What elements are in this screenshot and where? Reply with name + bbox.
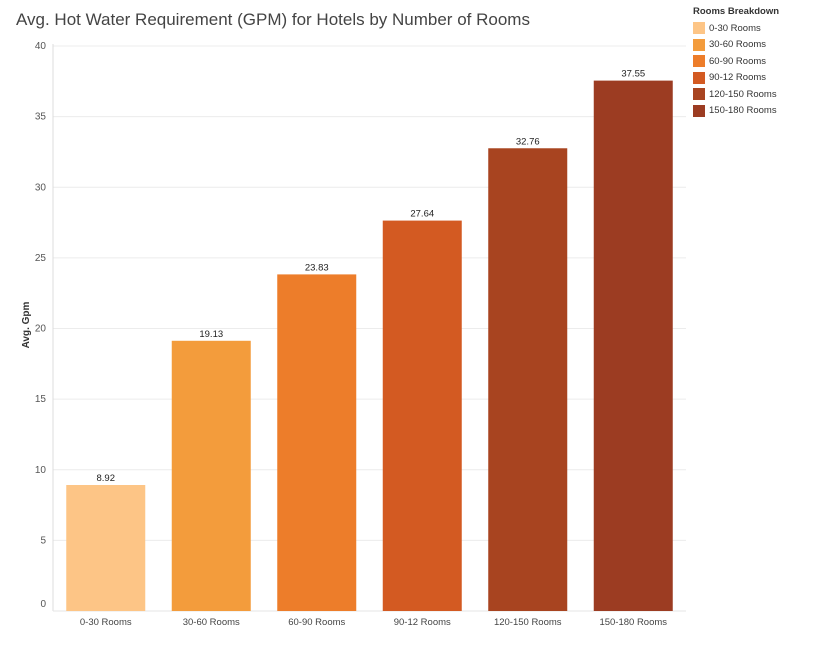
legend-items: 0-30 Rooms 30-60 Rooms 60-90 Rooms 90-12 Ro… xyxy=(693,20,779,119)
x-tick-label: 0-30 Rooms xyxy=(80,617,132,628)
bar xyxy=(171,340,251,611)
data-label: 27.64 xyxy=(410,209,434,220)
x-axis: 0-30 Rooms 30-60 Rooms 60-90 Rooms 90-12 Ro… xyxy=(80,617,667,628)
legend-item: 0-30 Rooms xyxy=(693,20,779,37)
data-label: 8.92 xyxy=(97,473,116,484)
legend-swatch xyxy=(693,71,705,84)
bar xyxy=(593,80,673,611)
data-labels: 8.92 19.13 23.83 27.64 32.76 37.55 xyxy=(97,69,646,484)
data-label: 19.13 xyxy=(199,329,223,340)
legend-swatch xyxy=(693,88,705,101)
legend-title: Rooms Breakdown xyxy=(693,6,780,17)
legend-item: 30-60 Rooms xyxy=(693,37,779,54)
legend-item: 150-180 Rooms xyxy=(693,103,779,120)
legend-swatch xyxy=(693,104,705,117)
x-tick-label: 120-150 Rooms xyxy=(494,617,562,628)
chart-title: Avg. Hot Water Requirement (GPM) for Hot… xyxy=(16,10,530,29)
legend-label: 90-12 Rooms xyxy=(709,72,767,84)
legend-swatch xyxy=(693,38,705,51)
legend-item: 90-12 Rooms xyxy=(693,70,779,87)
bar xyxy=(66,485,146,611)
data-label: 32.76 xyxy=(516,136,540,147)
legend-swatch xyxy=(693,55,705,68)
legend-label: 120-150 Rooms xyxy=(709,88,777,100)
x-tick-label: 60-90 Rooms xyxy=(288,617,345,628)
y-tick-label: 25 xyxy=(35,253,47,264)
y-axis-label: Avg. Gpm xyxy=(21,301,32,348)
bar xyxy=(488,148,568,611)
legend-label: 60-90 Rooms xyxy=(709,55,767,67)
data-label: 37.55 xyxy=(621,69,645,80)
y-tick-label: 0 xyxy=(40,599,46,610)
legend-label: 0-30 Rooms xyxy=(709,22,761,34)
x-tick-label: 90-12 Rooms xyxy=(394,617,451,628)
data-label: 23.83 xyxy=(305,262,329,273)
legend-item: 120-150 Rooms xyxy=(693,86,779,103)
y-axis: 0 5 10 15 20 25 30 35 40 xyxy=(35,41,686,612)
y-tick-label: 10 xyxy=(35,465,47,476)
bar xyxy=(277,274,357,611)
bar xyxy=(382,220,462,611)
y-tick-label: 40 xyxy=(35,41,47,52)
y-tick-label: 35 xyxy=(35,112,47,123)
y-tick-label: 20 xyxy=(35,324,47,335)
x-tick-label: 150-180 Rooms xyxy=(599,617,667,628)
legend: Rooms Breakdown 0-30 Rooms 30-60 Rooms 60-… xyxy=(693,6,779,119)
y-tick-label: 30 xyxy=(35,182,47,193)
x-tick-label: 30-60 Rooms xyxy=(183,617,240,628)
y-tick-label: 15 xyxy=(35,394,47,405)
legend-label: 30-60 Rooms xyxy=(709,39,767,51)
y-tick-label: 5 xyxy=(40,535,46,546)
gridlines xyxy=(53,45,686,541)
bars xyxy=(66,80,673,611)
legend-label: 150-180 Rooms xyxy=(709,105,777,117)
legend-item: 60-90 Rooms xyxy=(693,53,779,70)
legend-swatch xyxy=(693,22,705,35)
